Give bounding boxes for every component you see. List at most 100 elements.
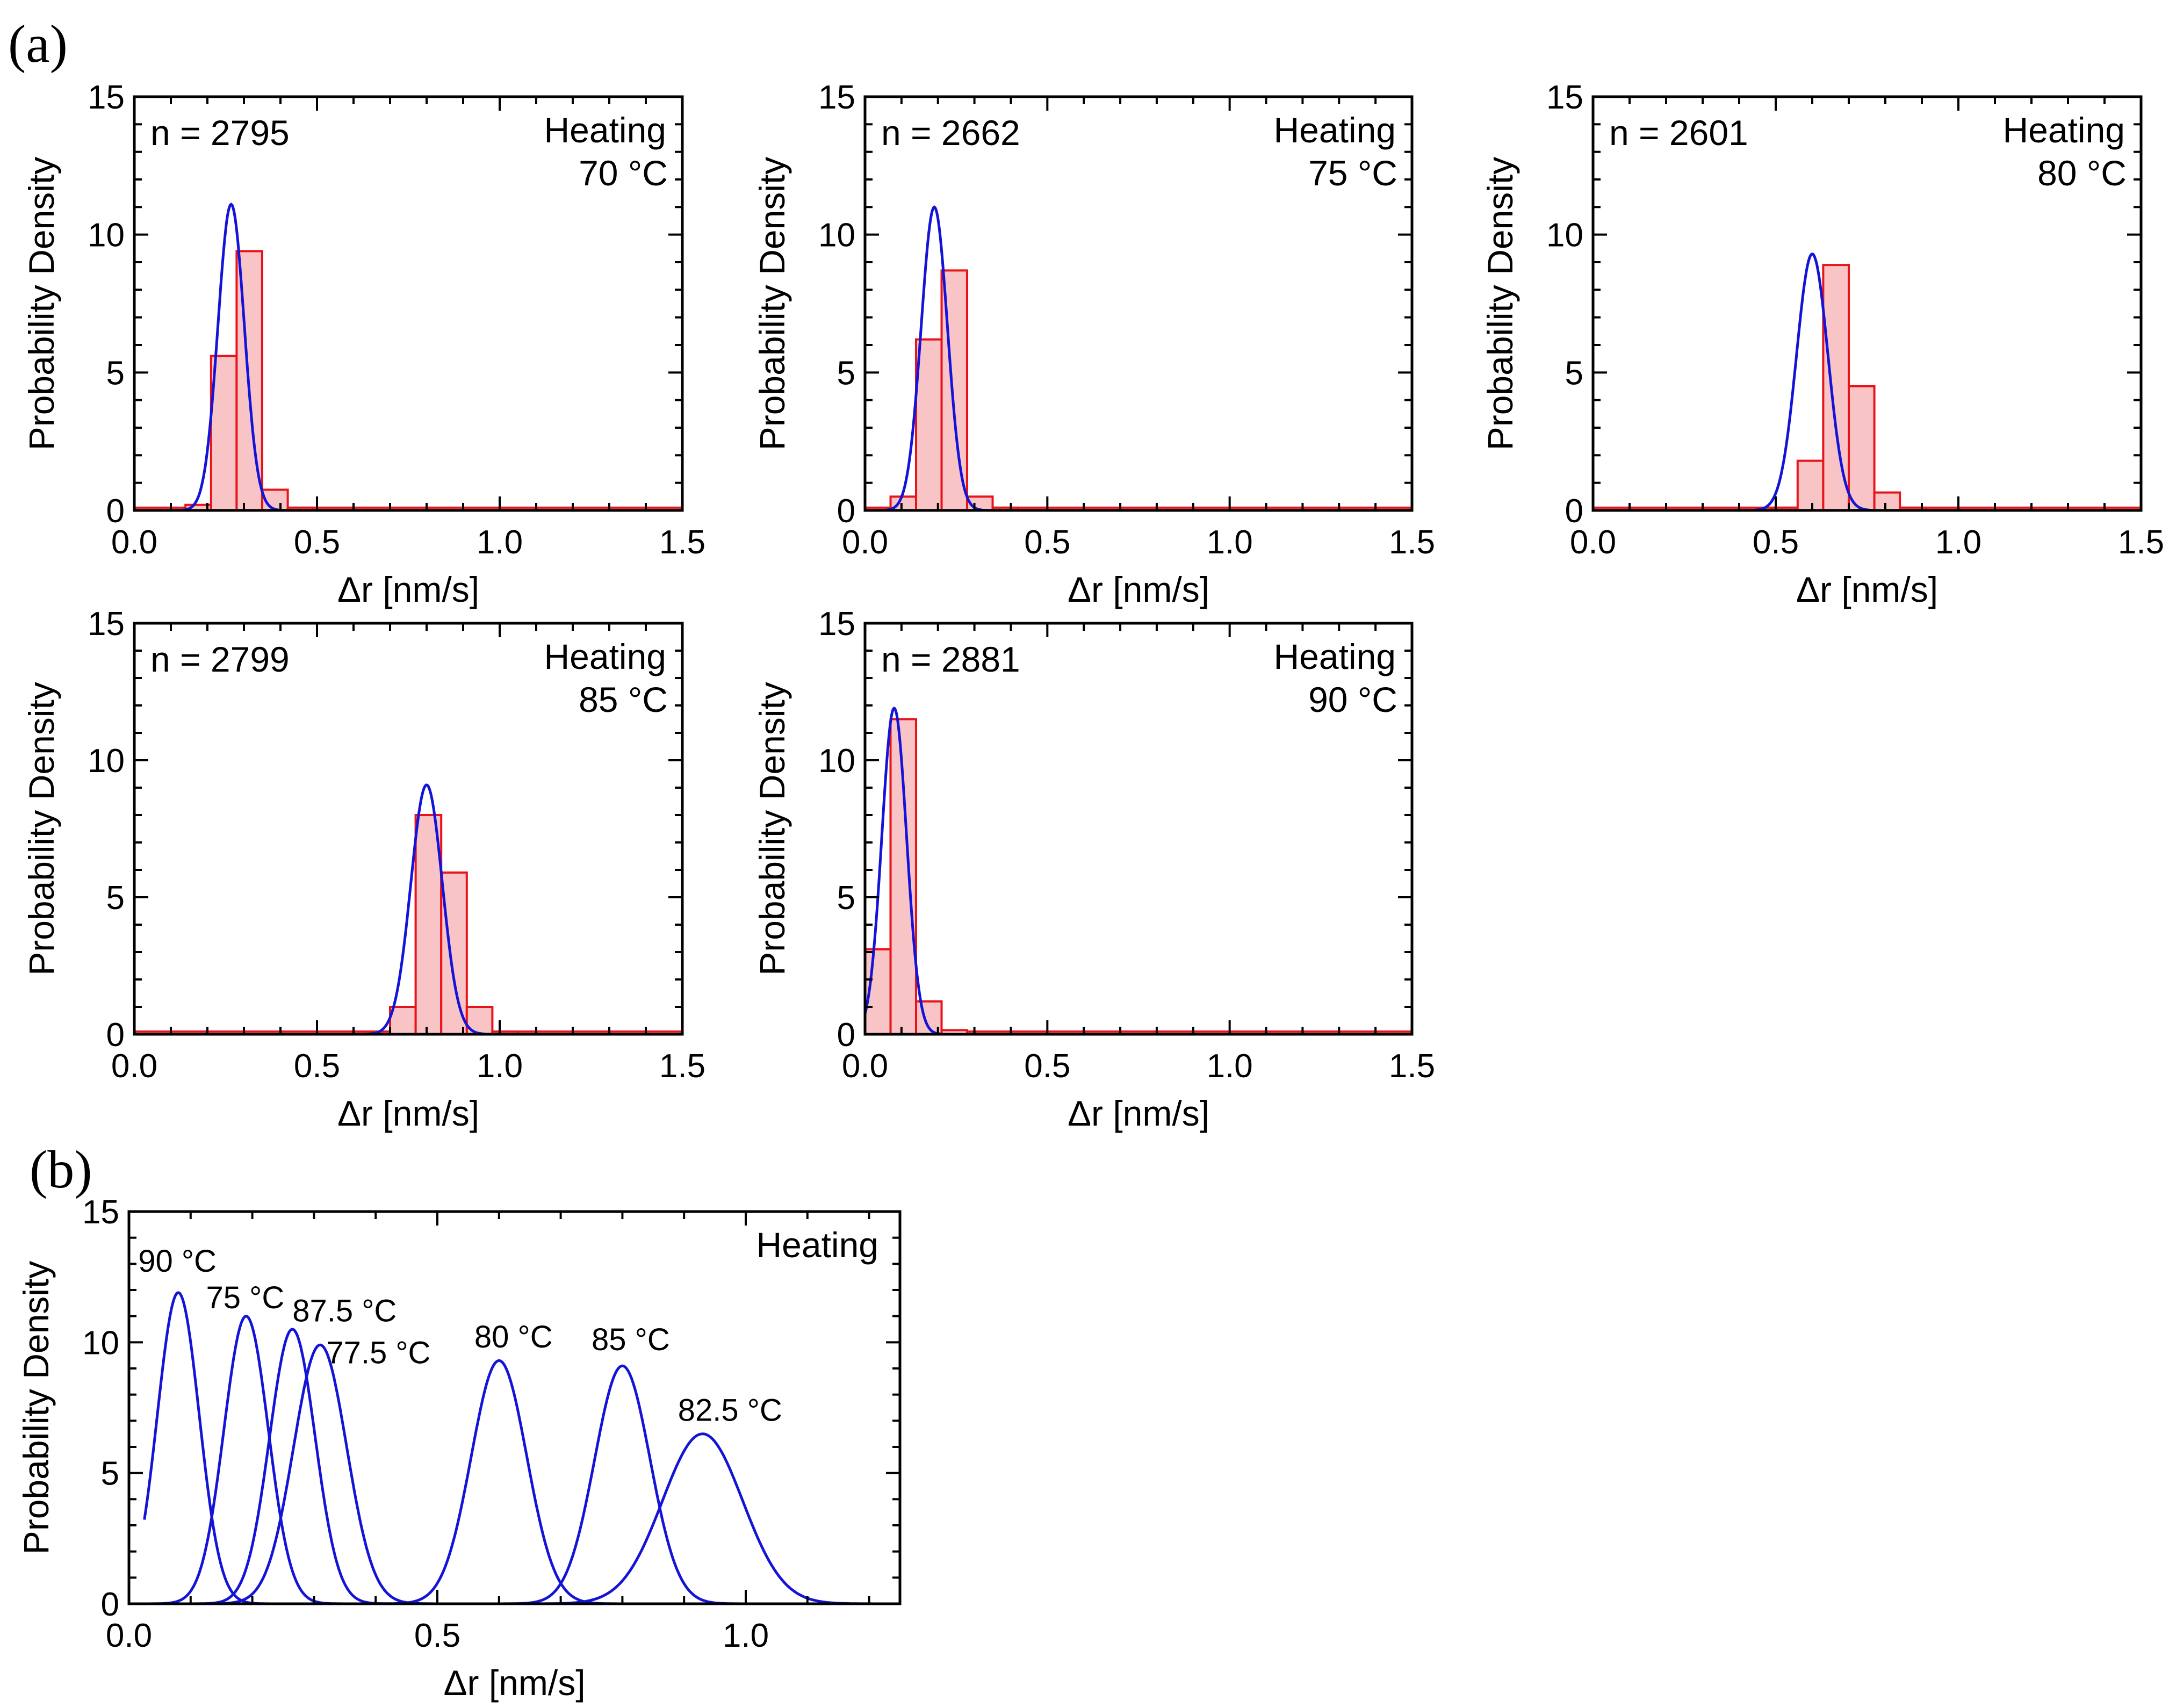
y-tick-label: 0: [837, 1017, 855, 1054]
sample-count: n = 2795: [150, 113, 290, 153]
y-tick-label: 0: [837, 493, 855, 530]
series-line: [376, 1359, 635, 1605]
mode-label: Heating: [756, 1225, 879, 1265]
hist-bar: [1848, 385, 1876, 511]
plot-frame: [1591, 95, 2143, 512]
hist-bar: [915, 338, 943, 511]
y-tick-label: 5: [837, 355, 855, 392]
y-tick-label: 15: [818, 606, 855, 643]
series-line: [147, 1315, 345, 1605]
x-tick-label: 0.0: [842, 524, 888, 561]
x-axis-label: Δr [nm/s]: [443, 1663, 585, 1703]
x-tick-label: 0.5: [1753, 524, 1799, 561]
mode-label: Heating: [544, 637, 667, 676]
y-tick-label: 15: [818, 79, 855, 116]
panel-label-b: (b): [30, 1140, 92, 1199]
hist-bar: [465, 1006, 494, 1035]
y-axis-label: Probability Density: [752, 157, 792, 451]
temperature-label: 85 °C: [579, 680, 668, 719]
x-tick-label: 1.5: [659, 1048, 705, 1085]
x-axis-label: Δr [nm/s]: [1796, 570, 1938, 609]
plot-frame: [863, 95, 1414, 512]
y-tick-label: 0: [101, 1586, 119, 1623]
y-tick-label: 0: [106, 493, 125, 530]
x-tick-label: 1.5: [1389, 1048, 1435, 1085]
y-axis-label: Probability Density: [1480, 157, 1520, 451]
x-tick-label: 1.0: [477, 524, 523, 561]
y-tick-label: 0: [106, 1017, 125, 1054]
x-tick-label: 0.0: [842, 1048, 888, 1085]
y-tick-label: 10: [818, 743, 855, 780]
hist-bar: [1822, 264, 1850, 511]
panel-label-a: (a): [8, 14, 68, 74]
x-tick-label: 1.5: [2118, 524, 2164, 561]
temperature-label: 90 °C: [1308, 680, 1397, 719]
y-tick-label: 5: [837, 880, 855, 917]
y-tick-label: 15: [88, 606, 125, 643]
series-label: 87.5 °C: [292, 1293, 397, 1328]
x-axis-label: Δr [nm/s]: [337, 570, 479, 609]
hist-bar: [1796, 459, 1825, 511]
hist-bar: [1873, 491, 1901, 512]
x-axis-label: Δr [nm/s]: [337, 1093, 479, 1133]
x-tick-label: 1.0: [477, 1048, 523, 1085]
y-tick-label: 15: [88, 79, 125, 116]
series-line: [190, 1328, 413, 1605]
y-tick-label: 10: [82, 1324, 119, 1361]
plot-frame: [133, 95, 684, 512]
x-tick-label: 1.5: [1389, 524, 1435, 561]
x-tick-label: 0.5: [414, 1617, 460, 1654]
y-tick-label: 10: [818, 217, 855, 254]
plot-frame: [863, 622, 1414, 1036]
y-tick-label: 5: [106, 355, 125, 392]
sample-count: n = 2799: [150, 639, 290, 679]
series-label: 85 °C: [592, 1322, 670, 1357]
chart-a5: n = 2881 Heating 90 °C 0.0 0.5 1.0 1.5 0 5 10 15 Δr…: [752, 606, 1435, 1133]
y-tick-label: 10: [88, 743, 125, 780]
x-tick-label: 1.0: [723, 1617, 769, 1654]
y-axis-label: Probability Density: [752, 682, 792, 976]
mode-label: Heating: [1274, 110, 1396, 150]
x-tick-label: 1.5: [659, 524, 705, 561]
y-axis-label: Probability Density: [21, 157, 61, 451]
plot-frame: [133, 622, 684, 1036]
y-tick-label: 10: [88, 217, 125, 254]
x-tick-label: 0.5: [1024, 1048, 1070, 1085]
x-tick-label: 0.0: [111, 1048, 157, 1085]
series-label: 77.5 °C: [326, 1335, 430, 1370]
chart-b: 90 °C75 °C 87.5 °C 77.5 °C 80 °C 85 °C 82.5 °…: [16, 1194, 902, 1703]
hist-bar: [440, 871, 468, 1035]
hist-bar: [389, 1006, 417, 1035]
x-axis-label: Δr [nm/s]: [1068, 1093, 1209, 1133]
series-label: 82.5 °C: [678, 1393, 782, 1428]
y-tick-label: 5: [101, 1455, 119, 1493]
temperature-label: 80 °C: [2037, 153, 2127, 193]
x-tick-label: 0.0: [1570, 524, 1616, 561]
y-tick-label: 0: [1565, 493, 1583, 530]
mode-label: Heating: [1274, 637, 1396, 676]
x-axis-label: Δr [nm/s]: [1068, 570, 1209, 609]
x-tick-label: 0.5: [294, 524, 340, 561]
y-tick-label: 10: [1546, 217, 1583, 254]
y-axis-label: Probability Density: [21, 682, 61, 976]
sample-count: n = 2601: [1609, 113, 1748, 153]
temperature-label: 75 °C: [1308, 153, 1397, 193]
x-tick-label: 0.0: [111, 524, 157, 561]
series-label: 80 °C: [474, 1320, 553, 1354]
x-tick-label: 1.0: [1935, 524, 1981, 561]
sample-count: n = 2881: [881, 639, 1020, 679]
sample-count: n = 2662: [881, 113, 1020, 153]
series-label: 75 °C: [206, 1280, 285, 1315]
temperature-label: 70 °C: [579, 153, 668, 193]
y-tick-label: 15: [82, 1194, 119, 1231]
series-label: 90 °C: [138, 1244, 217, 1279]
x-tick-label: 1.0: [1207, 524, 1253, 561]
chart-a4: n = 2799 Heating 85 °C 0.0 0.5 1.0 1.5 0 5 10 15 Δr…: [21, 606, 705, 1133]
y-tick-label: 15: [1546, 79, 1583, 116]
y-tick-label: 5: [106, 880, 125, 917]
x-tick-label: 1.0: [1207, 1048, 1253, 1085]
